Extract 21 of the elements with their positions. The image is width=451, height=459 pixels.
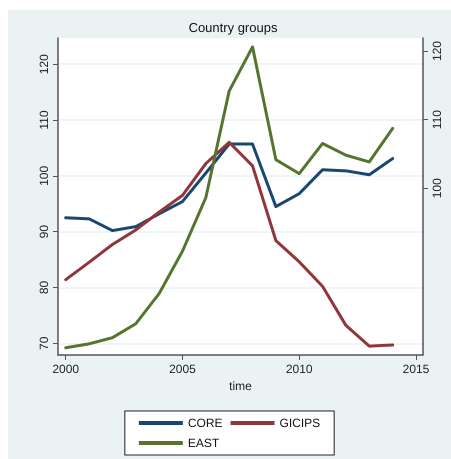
line-series	[64, 45, 394, 350]
y-tick-label: 90	[37, 224, 51, 238]
y-tick-label: 120	[37, 54, 51, 74]
x-tick-label: 2015	[402, 362, 430, 376]
x-tick-label: 2000	[52, 362, 80, 376]
x-tick-label: 2010	[286, 362, 313, 376]
y-tick-label: 70	[37, 336, 51, 350]
chart-title: Country groups	[188, 20, 278, 35]
line-series	[64, 140, 394, 348]
legend-label: EAST	[188, 436, 220, 450]
legend-label: CORE	[188, 416, 222, 430]
y2-tick-label: 110	[430, 110, 444, 130]
y2-tick-label: 120	[430, 40, 444, 62]
legend-label: GICIPS	[279, 416, 320, 430]
y2-tick-label: 100	[430, 178, 444, 198]
y-tick-label: 110	[37, 110, 51, 130]
y-tick-label: 80	[37, 280, 51, 294]
x-tick-label: 2005	[169, 362, 196, 376]
y-tick-label: 100	[37, 166, 51, 186]
x-axis-title: time	[229, 378, 252, 393]
line-series	[64, 142, 394, 232]
